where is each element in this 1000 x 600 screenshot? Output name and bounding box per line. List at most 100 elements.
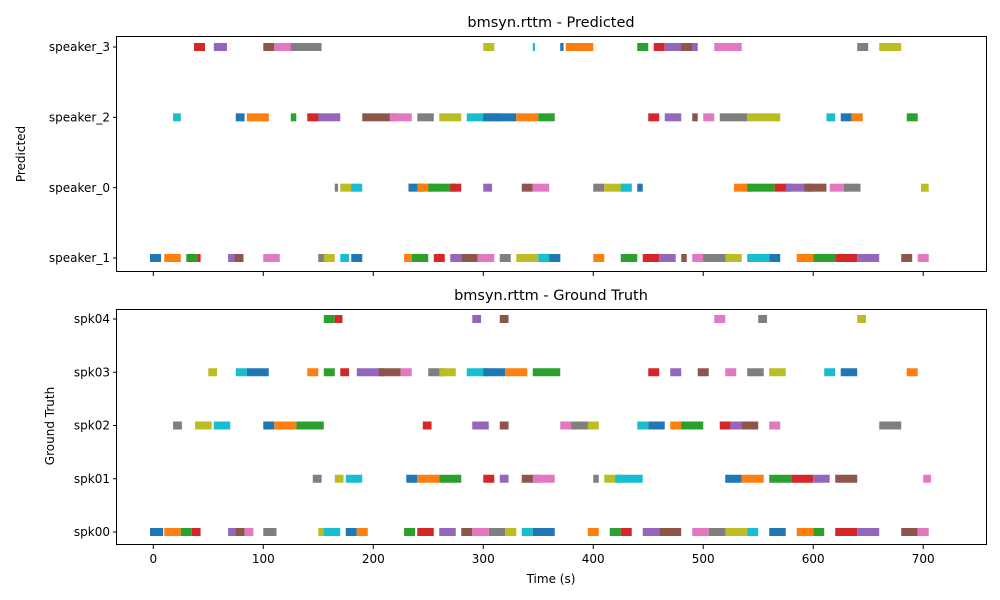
y-tick-label-spk03: spk03 [74, 365, 110, 379]
segment-spk00-29 [747, 528, 759, 536]
segment-speaker_2-21 [840, 113, 852, 122]
segment-spk03-13 [505, 368, 528, 377]
segment-speaker_1-1 [164, 254, 181, 262]
segment-speaker_1-34 [857, 254, 880, 262]
segment-spk02-4 [274, 421, 297, 430]
segment-spk01-18 [835, 474, 858, 483]
segment-spk03-22 [840, 368, 858, 377]
segment-spk01-17 [813, 474, 830, 483]
segment-spk00-15 [461, 528, 473, 536]
segment-spk00-10 [345, 528, 357, 536]
segment-speaker_0-17 [785, 183, 814, 192]
segment-speaker_3-10 [653, 43, 665, 51]
segment-speaker_3-1 [213, 43, 227, 51]
segment-speaker_1-13 [433, 254, 445, 262]
segment-speaker_2-12 [516, 113, 539, 122]
segment-speaker_3-12 [681, 43, 693, 51]
segment-spk04-4 [714, 315, 726, 323]
segment-spk00-18 [505, 528, 517, 536]
segment-spk03-18 [725, 368, 737, 377]
segment-spk00-0 [150, 528, 164, 536]
segment-speaker_2-2 [246, 113, 269, 122]
segment-speaker_3-13 [714, 43, 742, 51]
segment-spk03-2 [246, 368, 269, 377]
segment-speaker_2-13 [538, 113, 555, 122]
segment-speaker_1-22 [620, 254, 638, 262]
segment-spk03-19 [747, 368, 764, 377]
segment-speaker_1-23 [642, 254, 660, 262]
segment-spk01-2 [345, 474, 363, 483]
segment-speaker_0-2 [351, 183, 363, 192]
x-tick-label-400: 400 [582, 552, 605, 566]
segment-speaker_1-25 [681, 254, 687, 262]
segment-speaker_3-0 [193, 43, 205, 51]
segment-spk02-19 [769, 421, 781, 430]
segment-speaker_0-6 [450, 183, 462, 192]
y-tick-label-speaker_1: speaker_1 [49, 251, 110, 265]
segment-speaker_0-1 [340, 183, 357, 192]
y-tick-label-spk00: spk00 [74, 525, 110, 539]
segment-spk02-11 [587, 421, 599, 430]
segment-speaker_0-11 [604, 183, 632, 192]
segment-spk02-9 [560, 421, 577, 430]
segment-speaker_1-11 [404, 254, 412, 262]
segment-speaker_3-4 [290, 43, 322, 51]
segment-spk01-8 [521, 474, 539, 483]
segment-spk03-17 [697, 368, 709, 377]
predicted-axes-frame [116, 36, 987, 272]
segment-spk00-20 [532, 528, 555, 536]
segment-speaker_0-10 [593, 183, 605, 192]
segment-speaker_1-9 [340, 254, 350, 262]
ground-truth-x-ticks: 0 100 200 300 400 500 600 700 [149, 545, 935, 566]
segment-spk01-10 [593, 474, 599, 483]
segment-speaker_1-3 [197, 254, 201, 262]
segment-speaker_0-18 [804, 183, 827, 192]
segment-spk00-30 [769, 528, 786, 536]
segment-spk00-28 [725, 528, 748, 536]
segment-spk03-20 [769, 368, 786, 377]
segment-spk02-14 [670, 421, 687, 430]
segment-spk04-6 [857, 315, 867, 323]
segment-speaker_0-5 [428, 183, 456, 192]
segment-spk02-7 [472, 421, 489, 430]
segment-speaker_1-24 [659, 254, 676, 262]
segment-spk00-27 [708, 528, 731, 536]
segment-speaker_3-5 [483, 43, 495, 51]
segment-speaker_0-9 [532, 183, 550, 192]
segment-speaker_1-6 [263, 254, 280, 262]
segment-spk01-3 [406, 474, 418, 483]
ground-truth-panel: bmsyn.rttm - Ground Truth Ground Truth s… [43, 288, 987, 586]
segment-speaker_1-36 [917, 254, 929, 262]
segment-spk04-3 [499, 315, 509, 323]
x-tick-label-600: 600 [802, 552, 825, 566]
segment-spk00-33 [835, 528, 858, 536]
predicted-x-ticks [152, 272, 924, 276]
segment-spk03-8 [400, 368, 412, 377]
segment-spk00-5 [235, 528, 245, 536]
segment-spk03-3 [307, 368, 319, 377]
segment-spk00-32 [813, 528, 825, 536]
segment-speaker_1-26 [692, 254, 709, 262]
segment-spk01-16 [791, 474, 814, 483]
segment-spk03-12 [483, 368, 506, 377]
segment-speaker_2-16 [692, 113, 698, 122]
segment-speaker_2-5 [318, 113, 341, 122]
segment-spk00-22 [609, 528, 621, 536]
segment-spk00-17 [488, 528, 506, 536]
segment-speaker_3-15 [879, 43, 902, 51]
segment-spk01-5 [439, 474, 462, 483]
predicted-segments [150, 43, 929, 262]
segment-speaker_1-21 [593, 254, 605, 262]
segment-speaker_1-7 [318, 254, 328, 262]
segment-spk02-18 [741, 421, 759, 430]
segment-spk00-1 [164, 528, 181, 536]
segment-spk02-13 [648, 421, 665, 430]
segment-spk02-15 [681, 421, 704, 430]
segment-speaker_1-8 [323, 254, 335, 262]
segment-speaker_0-21 [921, 183, 929, 192]
segment-speaker_0-14 [734, 183, 751, 192]
segment-speaker_1-29 [747, 254, 770, 262]
ground-truth-ylabel: Ground Truth [43, 387, 57, 465]
y-tick-label-speaker_2: speaker_2 [49, 111, 110, 125]
